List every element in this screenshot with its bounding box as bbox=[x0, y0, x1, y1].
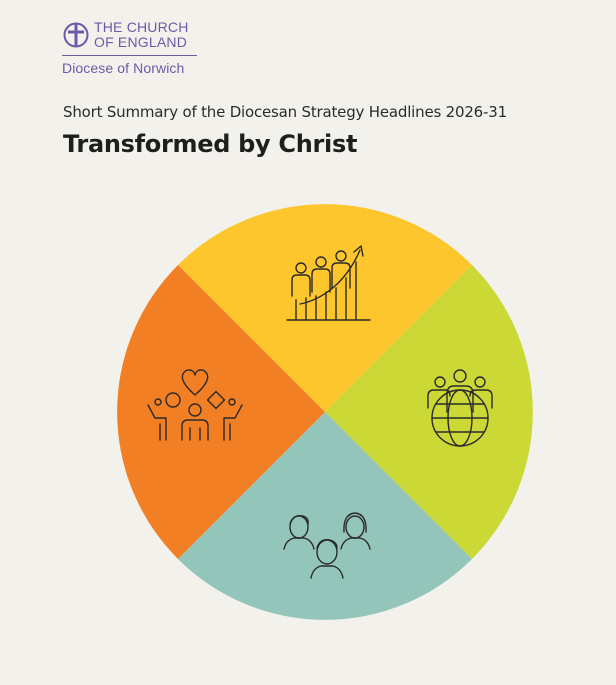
community-heart-icon bbox=[147, 369, 243, 441]
page-title: Transformed by Christ bbox=[63, 130, 358, 158]
wheel-segment-left bbox=[117, 265, 326, 559]
logo-top-row: THE CHURCH OF ENGLAND bbox=[62, 20, 202, 50]
logo-line-2: OF ENGLAND bbox=[94, 34, 188, 50]
logo-wordmark: THE CHURCH OF ENGLAND bbox=[94, 20, 189, 50]
page-subtitle: Short Summary of the Diocesan Strategy H… bbox=[63, 103, 507, 121]
cross-in-circle-icon bbox=[63, 22, 89, 48]
family-group-icon bbox=[283, 512, 371, 579]
logo-line-1: THE CHURCH bbox=[94, 19, 189, 35]
people-globe-icon bbox=[427, 369, 493, 447]
church-logo: THE CHURCH OF ENGLAND Diocese of Norwich bbox=[62, 20, 202, 76]
logo-divider bbox=[62, 55, 197, 56]
wheel-segment-bottom bbox=[178, 412, 472, 620]
logo-diocese: Diocese of Norwich bbox=[62, 60, 185, 76]
wheel-segment-top bbox=[178, 204, 472, 412]
wheel-segment-right bbox=[325, 265, 533, 559]
growth-chart-people-icon bbox=[286, 245, 371, 321]
